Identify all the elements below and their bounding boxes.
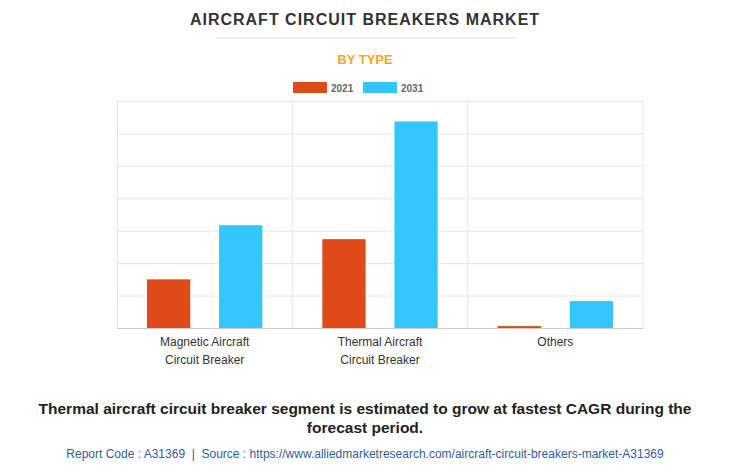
title: AIRCRAFT CIRCUIT BREAKERS MARKET: [190, 11, 540, 28]
x-tick: Thermal AircraftCircuit Breaker: [338, 328, 423, 367]
bar: [147, 279, 190, 328]
bar: [219, 225, 262, 328]
bar: [570, 301, 613, 328]
subtitle: BY TYPE: [337, 52, 393, 67]
x-tick-label: Others: [537, 335, 573, 349]
grid-line: [117, 328, 643, 329]
y-tick: [117, 263, 643, 264]
bars: [147, 121, 613, 328]
y-tick: [117, 198, 643, 199]
grid-line: [117, 296, 643, 297]
legend-swatch: [293, 82, 327, 93]
legend: 2021 2031: [293, 82, 424, 94]
grid-line: [117, 101, 643, 102]
grid-line: [117, 263, 643, 264]
chart: AIRCRAFT CIRCUIT BREAKERS MARKET BY TYPE 2…: [0, 0, 730, 473]
x-axis-line: [118, 328, 644, 329]
x-tick-label: Thermal AircraftCircuit Breaker: [338, 335, 423, 368]
grid-line: [117, 166, 643, 167]
y-tick: [117, 296, 643, 297]
grid-line: [117, 198, 643, 199]
x-tick: Others: [537, 328, 573, 349]
bar: [394, 121, 437, 328]
category-separator: [467, 101, 468, 328]
y-tick: [117, 101, 643, 102]
grid-line: [117, 133, 643, 134]
y-tick: [117, 231, 643, 232]
legend-label: 2031: [401, 83, 424, 94]
y-tick: [117, 328, 643, 329]
category-separator: [292, 101, 293, 328]
legend-swatch: [363, 82, 397, 93]
category-separator: [643, 101, 644, 328]
bar: [322, 239, 365, 328]
y-axis-line: [118, 102, 644, 329]
source-note: Report Code : A31369 | Source : https://…: [66, 447, 664, 461]
bar: [498, 326, 541, 328]
grid-line: [117, 231, 643, 232]
title-rule: [215, 38, 515, 39]
legend-label: 2021: [331, 83, 354, 94]
caption: Thermal aircraft circuit breaker segment…: [39, 400, 692, 436]
y-tick: [117, 133, 643, 134]
x-tick: Magnetic AircraftCircuit Breaker: [160, 328, 250, 367]
x-tick-label: Magnetic AircraftCircuit Breaker: [160, 335, 250, 368]
x-axis: Magnetic AircraftCircuit Breaker Thermal …: [118, 328, 644, 367]
y-axis: [117, 102, 643, 329]
y-tick: [117, 166, 643, 167]
